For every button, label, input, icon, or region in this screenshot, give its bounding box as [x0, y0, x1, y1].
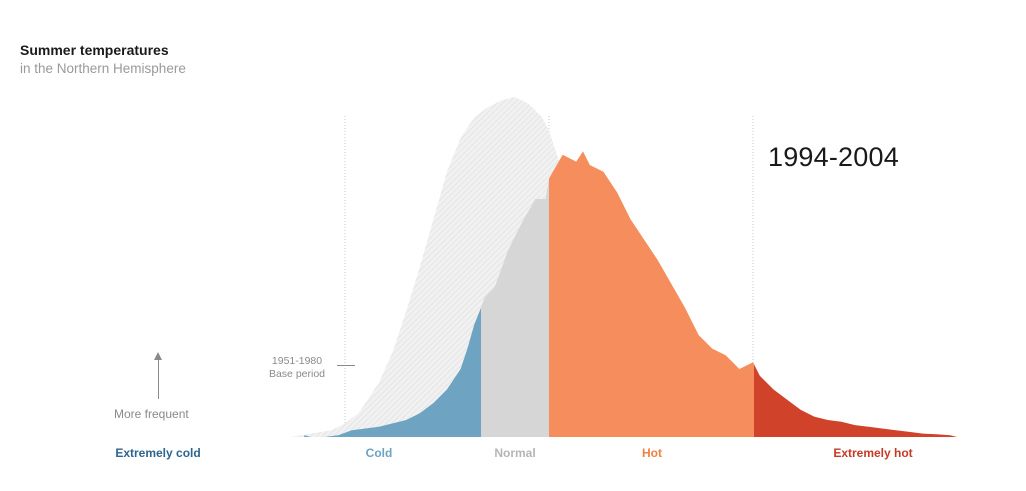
more-frequent-label: More frequent: [114, 407, 189, 421]
area-extremely-hot: [754, 364, 957, 437]
base-period-caption: Base period: [268, 368, 326, 380]
category-extremely-hot: Extremely hot: [833, 446, 913, 460]
area-hot: [549, 151, 754, 437]
area-cold: [304, 307, 481, 437]
category-hot: Hot: [642, 446, 662, 460]
up-arrow-icon: [154, 352, 162, 360]
base-period-years: 1951-1980: [271, 355, 323, 367]
category-cold: Cold: [365, 446, 393, 460]
category-extremely-cold: Extremely cold: [115, 446, 201, 460]
up-arrow-shaft: [158, 359, 159, 399]
period-label: 1994-2004: [768, 142, 899, 172]
chart-title: Summer temperatures: [20, 42, 169, 58]
base-period-label: 1951-1980 Base period: [262, 355, 332, 381]
area-normal: [481, 178, 549, 437]
chart-subtitle: in the Northern Hemisphere: [20, 61, 186, 76]
base-period-leader-line: [337, 365, 355, 366]
category-normal: Normal: [494, 446, 536, 460]
